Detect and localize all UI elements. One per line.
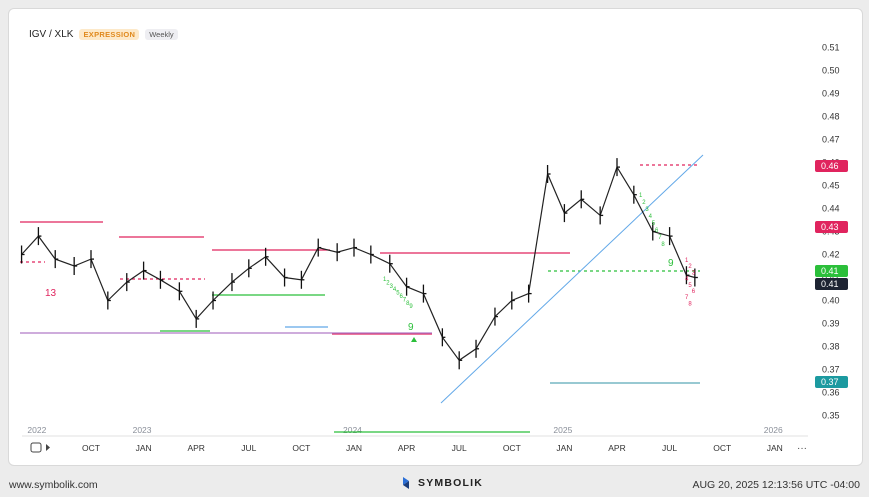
value-tag bbox=[815, 278, 848, 290]
setup-count: 8 bbox=[406, 301, 410, 307]
y-tick-label: 0.35 bbox=[822, 411, 840, 421]
y-tick-label: 0.47 bbox=[822, 135, 840, 145]
y-tick-label: 0.41 bbox=[822, 273, 840, 283]
brand-logo: SYMBOLIK bbox=[400, 476, 483, 490]
count-13-label: 13 bbox=[45, 288, 57, 299]
chart-header: IGV / XLK EXPRESSION Weekly bbox=[29, 29, 178, 40]
year-label: 2025 bbox=[553, 425, 572, 435]
value-tag-label: 0.41 bbox=[821, 279, 839, 289]
countdown-count: 3 bbox=[692, 270, 696, 276]
setup-count: 7 bbox=[658, 235, 662, 241]
footer: www.symbolik.com SYMBOLIK AUG 20, 2025 1… bbox=[0, 470, 869, 497]
timestamp: AUG 20, 2025 12:13:56 UTC -04:00 bbox=[692, 479, 860, 491]
setup-count: 9 bbox=[409, 304, 413, 310]
setup-count: 6 bbox=[655, 228, 659, 234]
x-tick-label: JUL bbox=[452, 443, 467, 453]
setup-count: 4 bbox=[649, 214, 653, 220]
countdown-count: 8 bbox=[688, 301, 692, 307]
price-chart[interactable]: 0.350.360.370.380.390.400.410.420.430.44… bbox=[0, 0, 869, 470]
value-tag bbox=[815, 265, 848, 277]
y-tick-label: 0.42 bbox=[822, 250, 840, 260]
y-tick-label: 0.45 bbox=[822, 181, 840, 191]
calendar-icon bbox=[30, 442, 42, 453]
y-tick-label: 0.40 bbox=[822, 296, 840, 306]
setup-count: 6 bbox=[400, 294, 404, 300]
x-tick-label: JAN bbox=[346, 443, 362, 453]
x-tick-label: APR bbox=[187, 443, 204, 453]
y-tick-label: 0.39 bbox=[822, 319, 840, 329]
y-tick-label: 0.36 bbox=[822, 388, 840, 398]
x-tick-label: OCT bbox=[713, 443, 731, 453]
x-tick-label: APR bbox=[398, 443, 415, 453]
year-label: 2024 bbox=[343, 425, 362, 435]
x-tick-label: JAN bbox=[136, 443, 152, 453]
x-tick-label: OCT bbox=[292, 443, 310, 453]
value-tag bbox=[815, 376, 848, 388]
setup-count: 4 bbox=[393, 287, 397, 293]
y-tick-label: 0.50 bbox=[822, 66, 840, 76]
x-tick-label: JUL bbox=[662, 443, 677, 453]
expression-badge: EXPRESSION bbox=[79, 29, 140, 40]
site-url[interactable]: www.symbolik.com bbox=[9, 479, 98, 491]
year-label: 2022 bbox=[27, 425, 46, 435]
setup-count: 2 bbox=[642, 200, 646, 206]
play-icon bbox=[46, 444, 50, 451]
trendline bbox=[440, 154, 704, 404]
countdown-count: 2 bbox=[688, 264, 692, 270]
value-tag bbox=[815, 221, 848, 233]
x-tick-label: OCT bbox=[82, 443, 100, 453]
y-tick-label: 0.44 bbox=[822, 204, 840, 214]
setup-count: 8 bbox=[661, 242, 665, 248]
symbolik-logo-icon bbox=[403, 477, 409, 489]
countdown-count: 6 bbox=[692, 289, 696, 295]
countdown-count: 1 bbox=[685, 258, 689, 264]
x-tick-label: JAN bbox=[556, 443, 572, 453]
x-tick-label: JAN bbox=[767, 443, 783, 453]
more-menu-icon: ··· bbox=[797, 443, 807, 454]
x-tick-label: APR bbox=[608, 443, 625, 453]
setup-count: 1 bbox=[383, 277, 387, 283]
setup-count: 5 bbox=[396, 291, 400, 297]
setup-count: 5 bbox=[652, 221, 656, 227]
setup-count: 7 bbox=[403, 297, 407, 303]
x-tick-label: JUL bbox=[241, 443, 256, 453]
year-label: 2026 bbox=[764, 425, 783, 435]
setup-count: 1 bbox=[639, 193, 643, 199]
countdown-count: 7 bbox=[685, 295, 689, 301]
count-9-label: 9 bbox=[668, 258, 674, 269]
price-series bbox=[21, 165, 695, 362]
interval-badge[interactable]: Weekly bbox=[145, 29, 178, 40]
value-tag-label: 0.43 bbox=[821, 222, 839, 232]
setup-count: 3 bbox=[645, 207, 649, 213]
setup-count: 3 bbox=[390, 284, 394, 290]
countdown-count: 4 bbox=[685, 277, 689, 283]
year-label: 2023 bbox=[133, 425, 152, 435]
value-tag bbox=[815, 160, 848, 172]
countdown-count: 5 bbox=[688, 283, 692, 289]
y-tick-label: 0.49 bbox=[822, 89, 840, 99]
symbol-title[interactable]: IGV / XLK bbox=[29, 29, 74, 40]
buy-arrow-icon bbox=[411, 337, 417, 342]
y-tick-label: 0.48 bbox=[822, 112, 840, 122]
setup-count: 2 bbox=[386, 280, 390, 286]
brand-name: SYMBOLIK bbox=[418, 477, 484, 489]
value-tag-label: 0.41 bbox=[821, 266, 839, 276]
value-tag-label: 0.37 bbox=[821, 377, 839, 387]
y-tick-label: 0.37 bbox=[822, 365, 840, 375]
value-tag-label: 0.46 bbox=[821, 161, 839, 171]
y-tick-label: 0.38 bbox=[822, 342, 840, 352]
count-9-label: 9 bbox=[408, 322, 414, 333]
x-tick-label: OCT bbox=[503, 443, 521, 453]
y-tick-label: 0.51 bbox=[822, 43, 840, 53]
